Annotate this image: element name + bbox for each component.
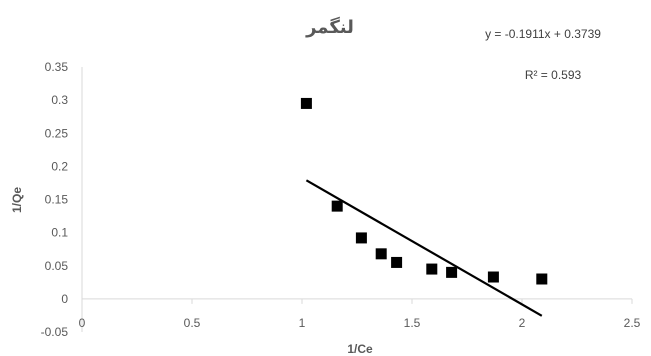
data-point bbox=[536, 273, 548, 285]
y-tick-label: 0.35 bbox=[45, 60, 69, 74]
y-tick-label: -0.05 bbox=[41, 325, 69, 339]
x-tick-label: 2 bbox=[519, 316, 526, 330]
y-axis: -0.05 0 0.05 0.1 0.15 0.2 0.25 0.3 0.35 bbox=[41, 60, 83, 339]
data-point bbox=[375, 248, 387, 260]
x-tick-label: 0 bbox=[79, 316, 86, 330]
chart-title: لنگمر bbox=[305, 16, 354, 38]
x-tick-label: 1.5 bbox=[404, 316, 421, 330]
r-squared-label: R² = 0.593 bbox=[525, 68, 582, 82]
y-axis-title: 1/Qe bbox=[10, 187, 24, 213]
data-point bbox=[300, 97, 312, 109]
x-axis: 0 0.5 1 1.5 2 2.5 bbox=[79, 298, 641, 330]
data-point bbox=[446, 266, 458, 278]
data-point bbox=[331, 200, 343, 212]
x-tick-label: 1 bbox=[299, 316, 306, 330]
x-tick-label: 0.5 bbox=[184, 316, 201, 330]
y-tick-label: 0.3 bbox=[51, 93, 68, 107]
data-points bbox=[300, 97, 548, 285]
trendline bbox=[305, 179, 543, 317]
y-tick-label: 0.15 bbox=[45, 193, 69, 207]
data-point bbox=[426, 263, 438, 275]
y-tick-label: 0.25 bbox=[45, 126, 69, 140]
y-tick-label: 0.1 bbox=[51, 226, 68, 240]
trendline-group bbox=[305, 179, 543, 317]
y-tick-label: 0 bbox=[61, 292, 68, 306]
y-tick-label: 0.2 bbox=[51, 159, 68, 173]
data-point bbox=[391, 256, 403, 268]
x-axis-title: 1/Ce bbox=[347, 342, 373, 356]
x-tick-label: 2.5 bbox=[624, 316, 641, 330]
data-point bbox=[487, 271, 499, 283]
data-point bbox=[355, 232, 367, 244]
trendline-equation: y = -0.1911x + 0.3739 bbox=[485, 27, 601, 41]
y-tick-label: 0.05 bbox=[45, 259, 69, 273]
